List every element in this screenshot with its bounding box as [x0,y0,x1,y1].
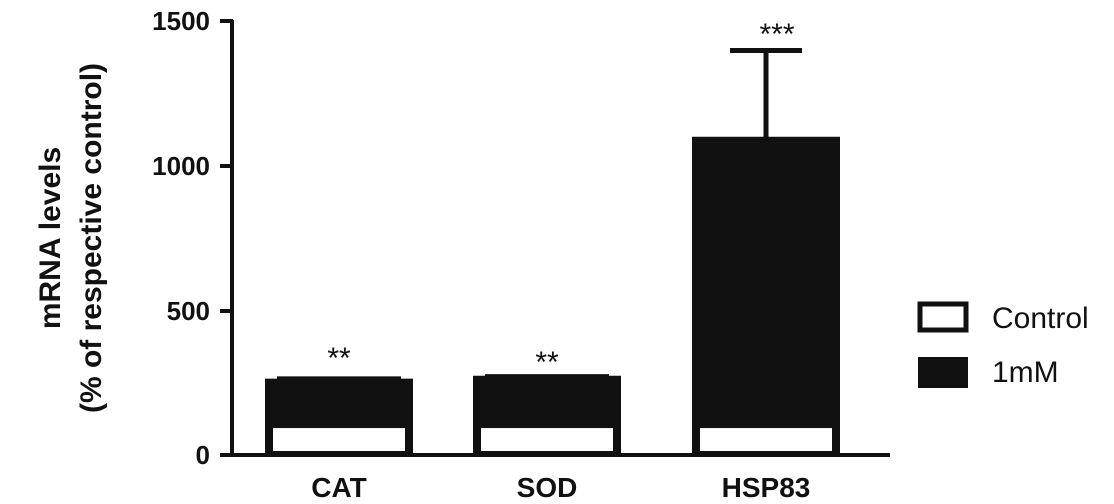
y-axis-ticks: 1500 1000 500 0 [152,6,233,470]
bar-control-cat [269,424,409,456]
x-tick-label-cat: CAT [311,472,366,503]
legend: Control 1mM [917,301,1089,389]
x-tick-label-hsp83: HSP83 [722,472,811,503]
bar-control-hsp83 [696,424,836,456]
legend-swatch-1mm [918,357,968,388]
x-axis-labels: CAT SOD HSP83 [311,472,810,503]
bar-control-sod [477,424,617,456]
y-axis-title: mRNA levels (% of respective control) [34,63,108,413]
bars-group [265,48,840,457]
annotation-hsp83: *** [759,18,794,51]
y-tick-label-0: 0 [196,440,210,470]
annotation-sod: ** [535,346,559,379]
y-tick-label-500: 500 [167,296,210,326]
y-axis-label-secondary: (% of respective control) [75,63,108,413]
legend-label-1mm: 1mM [992,356,1059,389]
significance-annotations: ** ** *** [327,18,795,379]
annotation-cat: ** [327,342,351,375]
y-tick-label-1500: 1500 [152,6,210,36]
legend-swatch-control [917,301,969,333]
legend-label-control: Control [992,302,1089,335]
y-axis-label: mRNA levels [34,147,67,329]
x-tick-label-sod: SOD [517,472,578,503]
bar-1mm-hsp83 [692,136,840,457]
y-tick-label-1000: 1000 [152,151,210,181]
